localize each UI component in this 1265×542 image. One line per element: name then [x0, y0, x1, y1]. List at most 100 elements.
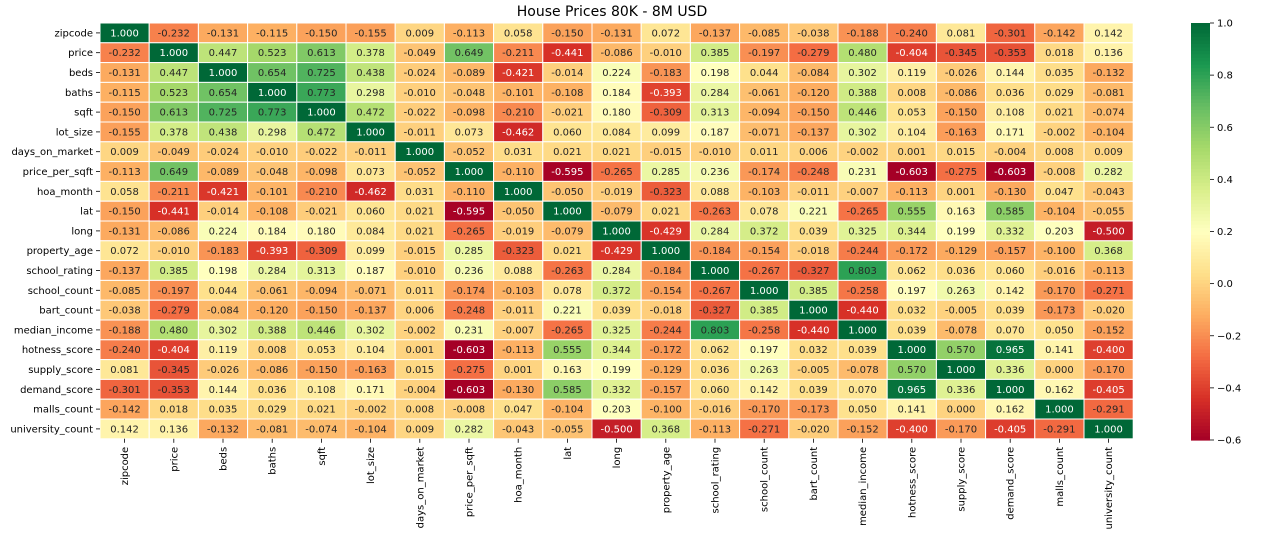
heatmap-cell-value: -0.089: [453, 68, 485, 79]
heatmap-cell-value: -0.108: [551, 88, 583, 99]
heatmap-cell-value: -0.174: [748, 167, 780, 178]
heatmap-cell-value: -0.014: [551, 68, 583, 79]
heatmap-cell-value: 1.000: [307, 108, 336, 119]
heatmap-cell-value: 0.184: [258, 226, 287, 237]
heatmap-cell-value: 0.555: [897, 207, 926, 218]
heatmap-cell-value: -0.120: [256, 306, 288, 317]
colorbar-segment: [1191, 301, 1210, 306]
heatmap-cell-value: -0.129: [945, 246, 977, 257]
y-tick-label: supply_score: [28, 365, 93, 376]
colorbar-segment: [1191, 203, 1210, 208]
heatmap-cell-value: -0.100: [1043, 246, 1075, 257]
heatmap-cell-value: -0.173: [797, 405, 829, 416]
heatmap-cell-value: 0.142: [1094, 28, 1123, 39]
y-axis-ticks: zipcode price beds baths sqft lot_size days_on…: [10, 28, 100, 435]
colorbar-tick-label: −0.6: [1217, 436, 1241, 447]
heatmap-cell-value: -0.094: [748, 108, 780, 119]
heatmap-cell-value: 0.053: [897, 108, 926, 119]
heatmap-cell-value: 0.099: [651, 127, 680, 138]
heatmap-cell-value: -0.110: [502, 167, 534, 178]
heatmap-cell-value: 0.332: [996, 226, 1025, 237]
heatmap-cell-value: -0.184: [650, 266, 682, 277]
heatmap-cell-value: 1.000: [356, 127, 385, 138]
heatmap-cell-value: 0.108: [996, 108, 1025, 119]
heatmap-cell-value: -0.142: [108, 405, 140, 416]
heatmap-cell-value: -0.100: [650, 405, 682, 416]
heatmap-cell-value: 0.001: [947, 187, 976, 198]
colorbar-segment: [1191, 377, 1210, 382]
heatmap-cell-value: 0.039: [848, 345, 877, 356]
heatmap-cell-value: 0.472: [356, 108, 385, 119]
heatmap-cell-value: -0.104: [354, 424, 386, 435]
y-tick-label: median_income: [14, 325, 93, 336]
heatmap-cell-value: -0.603: [994, 167, 1026, 178]
colorbar-tick-label: 0.4: [1217, 175, 1233, 186]
heatmap-cell-value: 1.000: [897, 345, 926, 356]
heatmap-cell-value: 0.654: [258, 68, 287, 79]
y-tick-label: zipcode: [55, 28, 94, 39]
colorbar-segment: [1191, 221, 1210, 226]
heatmap-cell-value: -0.103: [748, 187, 780, 198]
heatmap-cell-value: -0.010: [699, 147, 731, 158]
heatmap-cell-value: 1.000: [1094, 424, 1123, 435]
x-tick-label: malls_count: [1055, 447, 1066, 507]
heatmap-cell-value: 0.058: [110, 187, 139, 198]
x-tick-label: school_rating: [711, 447, 722, 514]
colorbar-segment: [1191, 134, 1210, 139]
heatmap-cell-value: -0.405: [994, 424, 1026, 435]
heatmap-cell-value: 0.081: [110, 365, 139, 376]
y-tick-label: lat: [80, 207, 93, 218]
heatmap-cell-value: -0.154: [650, 286, 682, 297]
colorbar-segment: [1191, 363, 1210, 368]
heatmap-cell-value: 0.060: [996, 266, 1025, 277]
colorbar-segment: [1191, 370, 1210, 375]
heatmap-cell-value: 1.000: [504, 187, 533, 198]
colorbar-segment: [1191, 339, 1210, 344]
colorbar-segment: [1191, 168, 1210, 174]
heatmap-cell-value: 0.372: [602, 286, 631, 297]
heatmap-cell-value: -0.462: [354, 187, 386, 198]
heatmap-cell-value: -0.137: [699, 28, 731, 39]
heatmap-cell-value: -0.500: [600, 424, 632, 435]
colorbar-segment: [1191, 127, 1210, 132]
heatmap-cell-value: 1.000: [602, 226, 631, 237]
heatmap-cell-value: 0.032: [897, 306, 926, 317]
heatmap-cell-value: -0.183: [650, 68, 682, 79]
heatmap-cell-value: -0.603: [896, 167, 928, 178]
heatmap-cell-value: 0.284: [701, 226, 730, 237]
heatmap-cell-value: 0.039: [602, 306, 631, 317]
colorbar-segment: [1191, 43, 1210, 48]
colorbar-segment: [1191, 394, 1210, 399]
colorbar-segment: [1191, 89, 1210, 94]
colorbar-segment: [1191, 304, 1210, 309]
heatmap-cell-value: -0.400: [896, 424, 928, 435]
heatmap-cell-value: -0.048: [453, 88, 485, 99]
colorbar-segment: [1191, 50, 1210, 55]
heatmap-cell-value: -0.115: [108, 88, 140, 99]
heatmap-cell-value: -0.110: [453, 187, 485, 198]
heatmap-cell-value: -0.050: [551, 187, 583, 198]
heatmap-cell-value: -0.085: [108, 286, 140, 297]
heatmap-cell-value: -0.210: [502, 108, 534, 119]
y-tick-label: price: [68, 48, 93, 59]
heatmap-cell-value: -0.184: [699, 246, 731, 257]
heatmap-cell-value: -0.172: [650, 345, 682, 356]
colorbar-segment: [1191, 266, 1210, 271]
heatmap-cell-value: -0.104: [1043, 207, 1075, 218]
colorbar-segment: [1191, 408, 1210, 413]
heatmap-cell-value: 0.298: [356, 88, 385, 99]
heatmap-cell-value: -0.002: [846, 147, 878, 158]
heatmap-cell-value: 0.199: [947, 226, 976, 237]
colorbar-segment: [1191, 391, 1210, 396]
colorbar-segment: [1191, 175, 1210, 180]
colorbar-segment: [1191, 346, 1210, 351]
heatmap-cell-value: -0.150: [108, 108, 140, 119]
heatmap-cell-value: -0.157: [994, 246, 1026, 257]
heatmap-cell-value: -0.024: [207, 147, 239, 158]
heatmap-cell-value: 0.104: [897, 127, 926, 138]
heatmap-cell-value: -0.008: [1043, 167, 1075, 178]
colorbar-segment: [1191, 241, 1210, 246]
heatmap-cell-value: -0.132: [1092, 68, 1124, 79]
heatmap-cell-value: -0.421: [207, 187, 239, 198]
y-tick-label: bart_count: [39, 306, 93, 317]
